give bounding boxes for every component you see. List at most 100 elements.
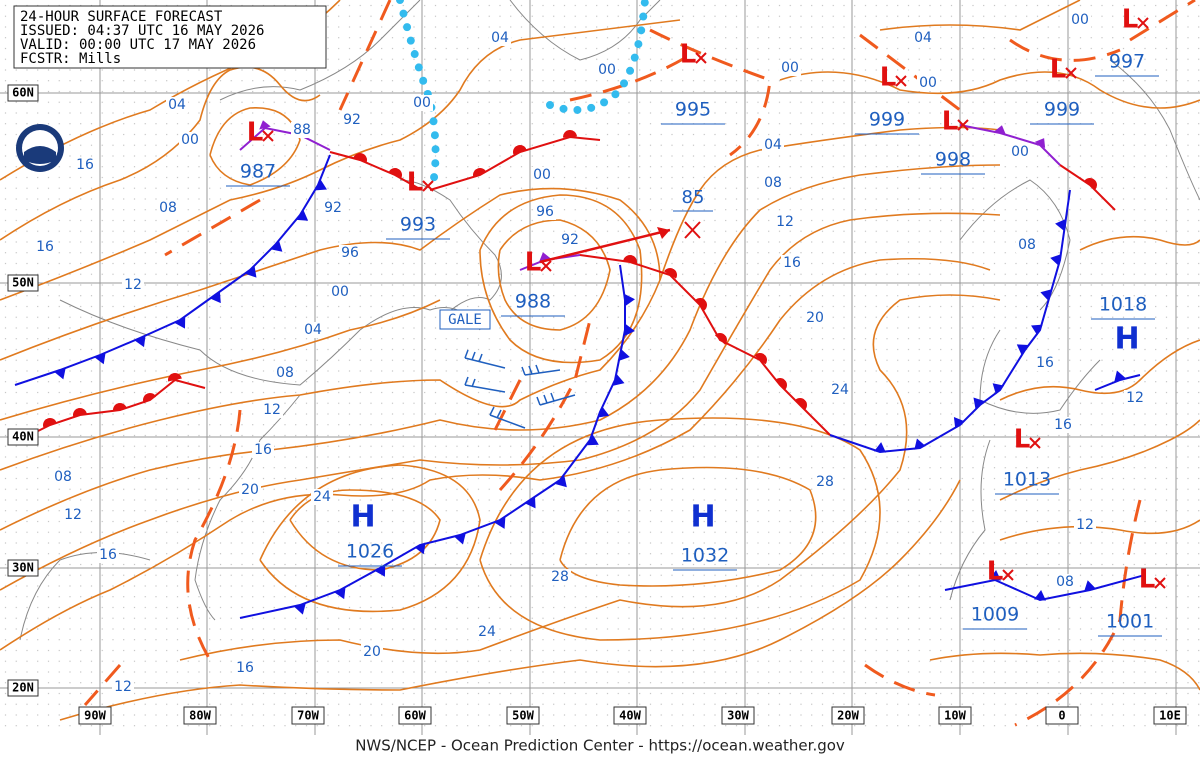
isobar-label-bg bbox=[912, 30, 934, 46]
low-symbol: L bbox=[525, 248, 542, 278]
isobar-label-bg bbox=[122, 277, 144, 293]
pressure-value: 1001 bbox=[1106, 611, 1154, 633]
lon-label: 40W bbox=[619, 709, 641, 723]
low-symbol: L bbox=[1139, 565, 1156, 595]
low-symbol: L bbox=[1050, 55, 1067, 85]
isobar-label-bg bbox=[774, 214, 796, 230]
pressure-value: 999 bbox=[869, 109, 905, 131]
fronts bbox=[14, 120, 1146, 619]
lon-label-box bbox=[831, 706, 865, 725]
lat-label: 40N bbox=[12, 430, 34, 444]
isobar-label-bg bbox=[97, 547, 119, 563]
lon-label: 0 bbox=[1058, 709, 1065, 723]
isobar-label: 92 bbox=[343, 112, 361, 128]
gale-box bbox=[439, 309, 491, 330]
track-arrowhead bbox=[657, 227, 670, 239]
pressure-value: 999 bbox=[1044, 99, 1080, 121]
isobar-label-bg bbox=[52, 469, 74, 485]
header-box bbox=[13, 5, 327, 69]
isobar-label: 00 bbox=[413, 95, 431, 111]
isobar-label-bg bbox=[1074, 517, 1096, 533]
lat-label-box bbox=[7, 274, 39, 292]
lat-label-box bbox=[7, 84, 39, 102]
footer: NWS/NCEP - Ocean Prediction Center - htt… bbox=[355, 737, 845, 755]
pressure-value: 998 bbox=[935, 149, 971, 171]
low-cross bbox=[895, 75, 907, 87]
lon-label-box bbox=[613, 706, 647, 725]
isobar-label: 24 bbox=[313, 489, 331, 505]
isobar-label-bg bbox=[252, 442, 274, 458]
isobar-label-bg bbox=[781, 255, 803, 271]
isobar-label: 12 bbox=[263, 402, 281, 418]
isobar-label: 16 bbox=[254, 442, 272, 458]
pressure-value: 1013 bbox=[1003, 469, 1051, 491]
isobar-label: 04 bbox=[764, 137, 782, 153]
isobar-label: 12 bbox=[1126, 390, 1144, 406]
isobar-label: 08 bbox=[1018, 237, 1036, 253]
pressure-value: 987 bbox=[240, 161, 276, 183]
lon-label: 90W bbox=[84, 709, 106, 723]
low-symbol: L bbox=[407, 168, 424, 198]
pressure-value: 1009 bbox=[971, 604, 1019, 626]
isobar-label: 08 bbox=[276, 365, 294, 381]
isobar-label: 00 bbox=[533, 167, 551, 183]
pressure-value: 1018 bbox=[1099, 294, 1147, 316]
isobar-label-bg bbox=[291, 122, 313, 138]
low-cross bbox=[695, 52, 707, 64]
header-title: 24-HOUR SURFACE FORECAST bbox=[20, 9, 223, 25]
isobar-label: 24 bbox=[478, 624, 496, 640]
lon-label-box bbox=[1153, 706, 1187, 725]
ice-edge bbox=[396, 0, 649, 194]
isobar-label-bg bbox=[311, 489, 333, 505]
lon-label-box bbox=[183, 706, 217, 725]
isobar-label: 16 bbox=[1036, 355, 1054, 371]
low-cross bbox=[262, 130, 274, 142]
lat-label-box bbox=[7, 559, 39, 577]
isobar-label: 16 bbox=[76, 157, 94, 173]
isobar-label: 96 bbox=[341, 245, 359, 261]
isobar-label: 92 bbox=[324, 200, 342, 216]
header-issued: ISSUED: 04:37 UTC 16 MAY 2026 bbox=[20, 23, 264, 39]
isobar-label-bg bbox=[1034, 355, 1056, 371]
lon-label-box bbox=[78, 706, 112, 725]
isobar-label: 16 bbox=[1054, 417, 1072, 433]
isobar-label: 00 bbox=[331, 284, 349, 300]
isobar-label-bg bbox=[596, 62, 618, 78]
low-cross bbox=[540, 260, 552, 272]
low-symbol: L bbox=[880, 63, 897, 93]
isobar-label-bg bbox=[1009, 144, 1031, 160]
isobar-label-bg bbox=[779, 60, 801, 76]
lon-label-box bbox=[291, 706, 325, 725]
isobar-label-bg bbox=[339, 245, 361, 261]
low-symbol: L bbox=[942, 107, 959, 137]
isobar-label: 04 bbox=[168, 97, 186, 113]
isobar-label: 08 bbox=[764, 175, 782, 191]
isobar-label: 28 bbox=[551, 569, 569, 585]
low-cross bbox=[1029, 437, 1041, 449]
isobar-label-bg bbox=[166, 97, 188, 113]
isobar-label: 24 bbox=[831, 382, 849, 398]
track-arrow bbox=[539, 228, 671, 264]
lat-label-box bbox=[7, 679, 39, 697]
pressure-value: 1032 bbox=[681, 545, 729, 567]
lat-label-box bbox=[7, 428, 39, 446]
isobar-label-bg bbox=[34, 239, 56, 255]
isobar-label-bg bbox=[302, 322, 324, 338]
lat-label: 60N bbox=[12, 86, 34, 100]
isobar-label-bg bbox=[341, 112, 363, 128]
isobar-label-bg bbox=[559, 232, 581, 248]
low-cross bbox=[1065, 67, 1077, 79]
isobar-label: 04 bbox=[491, 30, 509, 46]
isobar-label-bg bbox=[829, 382, 851, 398]
isobar-label: 00 bbox=[781, 60, 799, 76]
isobar-label: 00 bbox=[1011, 144, 1029, 160]
low-symbol: L bbox=[987, 557, 1004, 587]
header-valid: VALID: 00:00 UTC 17 MAY 2026 bbox=[20, 37, 256, 53]
isobar-label-bg bbox=[1016, 237, 1038, 253]
isobar-label: 04 bbox=[914, 30, 932, 46]
low-symbol: L bbox=[247, 118, 264, 148]
isobar-label: 12 bbox=[64, 507, 82, 523]
isobar-label-bg bbox=[1052, 417, 1074, 433]
isobar-label: 16 bbox=[36, 239, 54, 255]
lon-label: 60W bbox=[404, 709, 426, 723]
